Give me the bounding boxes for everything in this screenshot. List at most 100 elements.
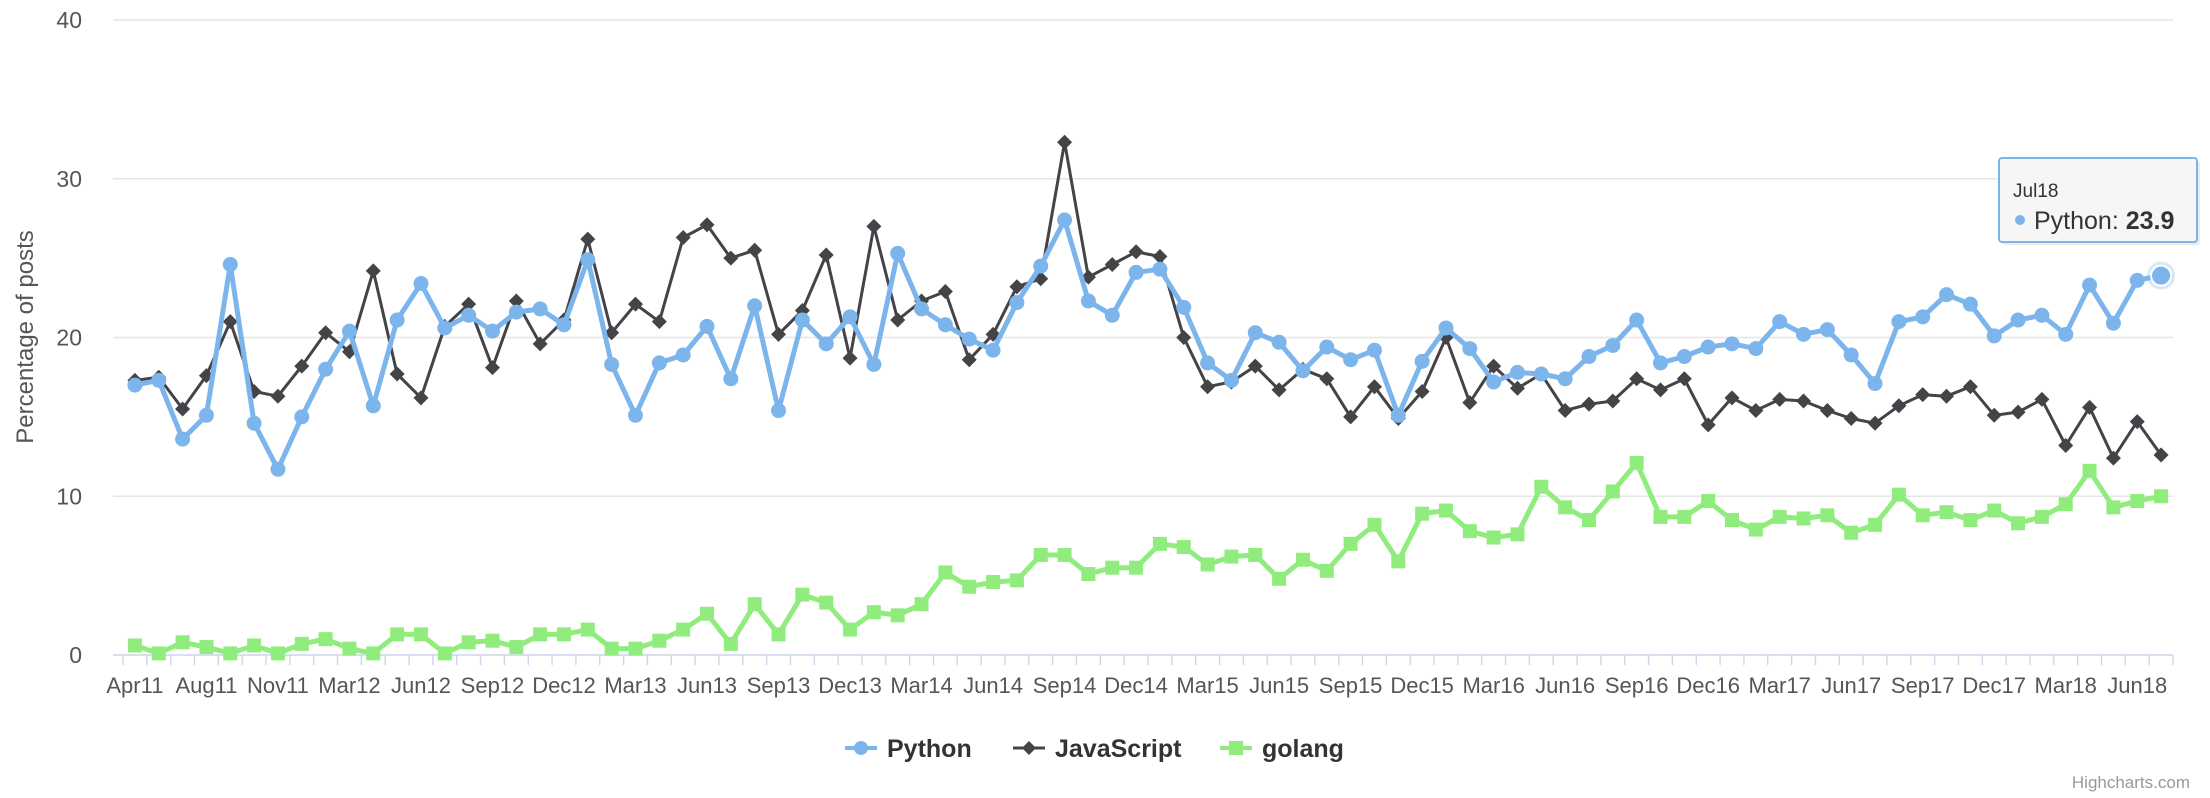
data-point[interactable] [699, 217, 715, 233]
data-point[interactable] [151, 372, 167, 388]
data-point[interactable] [1414, 353, 1430, 369]
data-point[interactable] [2058, 497, 2073, 512]
data-point[interactable] [1247, 325, 1263, 341]
data-point[interactable] [270, 646, 285, 661]
data-point[interactable] [1271, 334, 1287, 350]
data-point[interactable] [2034, 391, 2050, 407]
data-point[interactable] [1534, 479, 1549, 494]
data-point[interactable] [2058, 437, 2074, 453]
data-point[interactable] [1891, 314, 1907, 330]
data-point[interactable] [2154, 489, 2169, 504]
data-point[interactable] [938, 565, 953, 580]
data-point[interactable] [819, 595, 834, 610]
data-point[interactable] [604, 641, 619, 656]
data-point[interactable] [1509, 364, 1525, 380]
data-point[interactable] [1748, 522, 1763, 537]
hover-point[interactable] [2150, 264, 2173, 287]
data-point[interactable] [866, 218, 882, 234]
data-point[interactable] [1939, 505, 1954, 520]
data-point[interactable] [937, 317, 953, 333]
data-point[interactable] [1987, 503, 2002, 518]
data-point[interactable] [1581, 349, 1597, 365]
data-point[interactable] [1295, 363, 1311, 379]
data-point[interactable] [485, 633, 500, 648]
data-point[interactable] [199, 640, 214, 655]
data-point[interactable] [509, 640, 524, 655]
data-point[interactable] [1557, 371, 1573, 387]
data-point[interactable] [1915, 387, 1931, 403]
data-point[interactable] [1391, 554, 1406, 569]
data-point[interactable] [1939, 287, 1955, 303]
data-point[interactable] [699, 318, 715, 334]
data-point[interactable] [1486, 358, 1502, 374]
data-point[interactable] [1724, 390, 1740, 406]
legend-label[interactable]: golang [1262, 735, 1344, 763]
data-point[interactable] [1104, 307, 1120, 323]
data-point[interactable] [2058, 326, 2074, 342]
data-point[interactable] [1915, 309, 1931, 325]
data-point[interactable] [1676, 349, 1692, 365]
data-point[interactable] [1986, 407, 2002, 423]
data-point[interactable] [175, 431, 191, 447]
data-point[interactable] [1319, 371, 1335, 387]
data-point[interactable] [533, 627, 548, 642]
data-point[interactable] [389, 312, 405, 328]
data-point[interactable] [437, 646, 452, 661]
data-point[interactable] [1080, 293, 1096, 309]
data-point[interactable] [1129, 560, 1144, 575]
data-point[interactable] [866, 605, 881, 620]
data-point[interactable] [389, 366, 405, 382]
data-point[interactable] [1986, 328, 2002, 344]
data-point[interactable] [1748, 403, 1764, 419]
data-point[interactable] [1868, 517, 1883, 532]
data-point[interactable] [1366, 342, 1382, 358]
data-point[interactable] [270, 461, 286, 477]
data-point[interactable] [413, 390, 429, 406]
data-point[interactable] [1533, 366, 1549, 382]
data-point[interactable] [1772, 314, 1788, 330]
data-point[interactable] [1772, 391, 1788, 407]
data-point[interactable] [1152, 249, 1168, 265]
data-point[interactable] [1701, 494, 1716, 509]
data-point[interactable] [890, 608, 905, 623]
legend-marker[interactable] [854, 741, 868, 755]
data-point[interactable] [461, 296, 477, 312]
data-point[interactable] [675, 229, 691, 245]
data-point[interactable] [1462, 395, 1478, 411]
data-point[interactable] [1272, 571, 1287, 586]
data-point[interactable] [747, 242, 763, 258]
data-point[interactable] [2130, 494, 2145, 509]
data-point[interactable] [1843, 410, 1859, 426]
data-point[interactable] [1128, 264, 1144, 280]
data-point[interactable] [1677, 509, 1692, 524]
data-point[interactable] [842, 309, 858, 325]
data-point[interactable] [1343, 352, 1359, 368]
data-point[interactable] [771, 627, 786, 642]
data-point[interactable] [532, 301, 548, 317]
data-point[interactable] [1843, 347, 1859, 363]
data-point[interactable] [413, 276, 429, 292]
data-point[interactable] [437, 320, 453, 336]
data-point[interactable] [1629, 455, 1644, 470]
data-point[interactable] [365, 398, 381, 414]
data-point[interactable] [1438, 320, 1454, 336]
data-point[interactable] [604, 325, 620, 341]
data-point[interactable] [651, 355, 667, 371]
data-point[interactable] [1200, 379, 1216, 395]
series-javascript[interactable] [127, 134, 2169, 466]
data-point[interactable] [1366, 379, 1382, 395]
data-point[interactable] [1724, 336, 1740, 352]
data-point[interactable] [2129, 272, 2145, 288]
data-point[interactable] [508, 304, 524, 320]
data-point[interactable] [1725, 513, 1740, 528]
data-point[interactable] [962, 579, 977, 594]
data-point[interactable] [366, 646, 381, 661]
highcharts-credit[interactable]: Highcharts.com [2072, 773, 2190, 792]
data-point[interactable] [1176, 330, 1192, 345]
data-point[interactable] [1104, 256, 1120, 272]
data-point[interactable] [1962, 379, 1978, 395]
data-point[interactable] [2011, 516, 2026, 531]
data-point[interactable] [484, 323, 500, 339]
data-point[interactable] [914, 597, 929, 612]
data-point[interactable] [723, 636, 738, 651]
